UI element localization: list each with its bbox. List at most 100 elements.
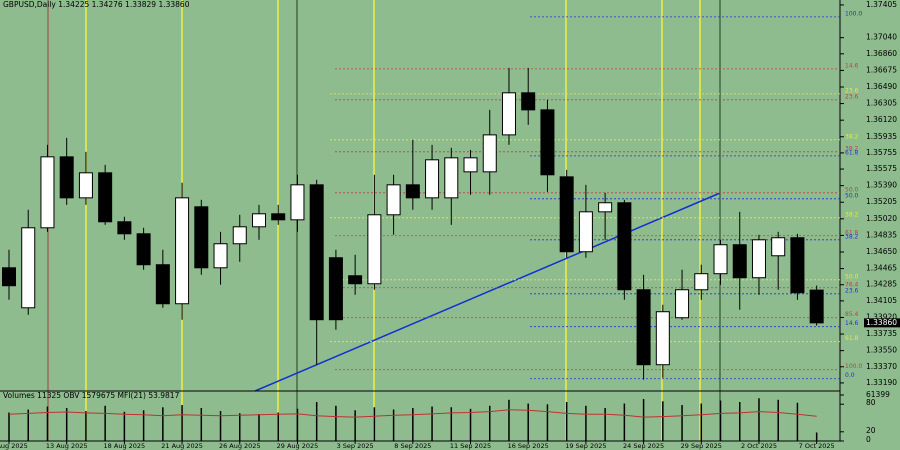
- level-label: 14.6: [845, 62, 859, 69]
- level-label: 14.6: [845, 320, 859, 327]
- x-tick-label: 13 Aug 2025: [46, 442, 88, 450]
- candle-body: [675, 289, 690, 319]
- y-tick-label: 1.35935: [866, 132, 897, 141]
- candle-body: [655, 311, 670, 366]
- y-tick-label: 1.36120: [866, 115, 897, 124]
- y-tick-label: 1.33370: [866, 362, 897, 371]
- candle-body: [367, 214, 382, 285]
- candle-body: [578, 211, 593, 253]
- y-tick-label: 1.36305: [866, 99, 897, 108]
- y-tick-label: 1.35755: [866, 148, 897, 157]
- level-label: 76.4: [845, 281, 859, 288]
- y-tick-label: 1.34105: [866, 296, 897, 305]
- candle-body: [540, 109, 555, 176]
- level-label: 85.4: [845, 311, 859, 318]
- candle-body: [40, 156, 55, 229]
- y-tick-label: 1.35575: [866, 164, 897, 173]
- level-label: 50.0: [845, 192, 859, 199]
- x-tick-label: 8 Aug 2025: [0, 442, 28, 450]
- y-tick-label: 1.34285: [866, 280, 897, 289]
- mfi-tick-label: 0: [866, 435, 871, 444]
- y-tick-label: 1.34835: [866, 230, 897, 239]
- candle-body: [771, 237, 786, 257]
- candle-body: [98, 172, 113, 223]
- candle-body: [559, 176, 574, 253]
- y-tick-label: 1.34465: [866, 264, 897, 273]
- mfi-tick-label: 20: [866, 426, 876, 435]
- candle-body: [21, 227, 36, 309]
- y-tick-label: 1.33735: [866, 329, 897, 338]
- level-label: 0.0: [845, 372, 855, 379]
- x-tick-label: 7 Oct 2025: [799, 442, 835, 450]
- level-label: 50.0: [845, 273, 859, 280]
- level-label: 61.8: [845, 149, 859, 156]
- y-tick-label: 1.36675: [866, 65, 897, 74]
- x-tick-label: 29 Aug 2025: [277, 442, 319, 450]
- level-label: 100.0: [845, 363, 862, 370]
- y-tick-label: 1.33920: [866, 312, 897, 321]
- x-tick-label: 16 Sep 2025: [508, 442, 549, 450]
- mfi-line: [8, 409, 817, 418]
- candle-body: [598, 202, 613, 213]
- level-label: 23.6: [845, 87, 859, 94]
- x-tick-label: 11 Sep 2025: [450, 442, 491, 450]
- candle-body: [482, 134, 497, 173]
- candle-body: [386, 184, 401, 216]
- chart-title: GBPUSD,Daily 1.34225 1.34276 1.33829 1.3…: [3, 0, 190, 9]
- candle-body: [290, 184, 305, 221]
- candle-body: [444, 157, 459, 199]
- level-label: 61.8: [845, 229, 859, 236]
- candle-body: [328, 257, 343, 321]
- candle-body: [732, 244, 747, 279]
- candle-body: [617, 202, 632, 291]
- candle-body: [194, 206, 209, 269]
- candle-body: [521, 92, 536, 111]
- x-tick-label: 3 Sep 2025: [337, 442, 374, 450]
- candle-body: [78, 172, 93, 199]
- x-tick-label: 24 Sep 2025: [623, 442, 664, 450]
- candle-body: [425, 159, 440, 199]
- volume-max-label: 61399: [866, 390, 890, 399]
- y-tick-label: 1.37040: [866, 33, 897, 42]
- level-label: 61.8: [845, 335, 859, 342]
- candle-body: [271, 213, 286, 221]
- level-label: 23.6: [845, 93, 859, 100]
- y-tick-label: 1.35205: [866, 197, 897, 206]
- candle-body: [175, 197, 190, 305]
- y-tick-label: 1.37405: [866, 0, 897, 9]
- candle-body: [2, 267, 16, 287]
- candle-body: [136, 233, 151, 266]
- candle-body: [636, 289, 651, 366]
- x-tick-label: 2 Oct 2025: [741, 442, 777, 450]
- indicator-title: Volumes 11325 OBV 1579675 MFI(21) 53.981…: [3, 391, 180, 400]
- level-label: 38.2: [845, 145, 859, 152]
- candle-body: [694, 273, 709, 291]
- fib-levels: 100.014.623.623.638.238.261.850.050.038.…: [330, 10, 862, 379]
- y-tick-label: 1.33550: [866, 346, 897, 355]
- candle-body: [232, 226, 247, 245]
- y-tick-label: 1.34650: [866, 247, 897, 256]
- y-tick-label: 1.35390: [866, 181, 897, 190]
- candle-body: [155, 264, 170, 305]
- level-label: 23.6: [845, 287, 859, 294]
- candle-body: [309, 184, 324, 321]
- current-price-label: 1.33860: [866, 318, 897, 327]
- level-label: 100.0: [845, 10, 862, 17]
- y-tick-label: 1.33190: [866, 378, 897, 387]
- candle-body: [251, 213, 266, 228]
- level-label: 38.2: [845, 233, 859, 240]
- candle-body: [790, 237, 805, 294]
- candle-body: [405, 184, 420, 199]
- x-tick-label: 26 Aug 2025: [219, 442, 261, 450]
- trend-line: [254, 192, 721, 392]
- x-tick-label: 8 Sep 2025: [394, 442, 431, 450]
- x-tick-label: 18 Aug 2025: [104, 442, 146, 450]
- candle-body: [463, 157, 478, 173]
- level-label: 50.0: [845, 186, 859, 193]
- candle-body: [809, 289, 824, 324]
- x-tick-label: 19 Sep 2025: [565, 442, 606, 450]
